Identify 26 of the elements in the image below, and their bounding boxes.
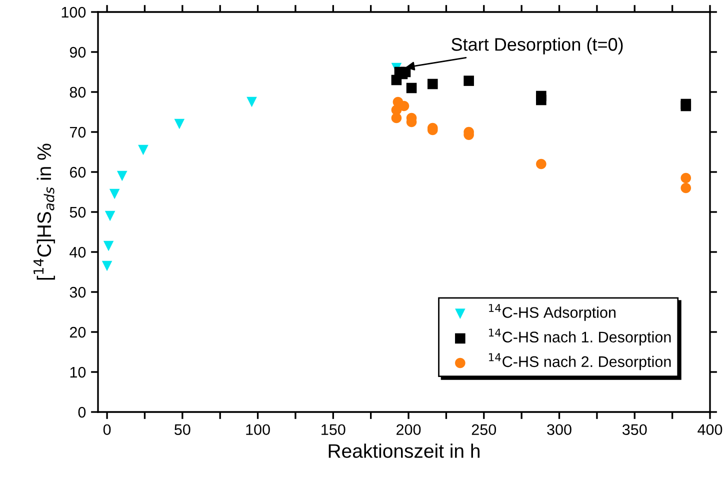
- x-tick-label: 300: [547, 424, 572, 436]
- y-tick-label: 80: [70, 86, 86, 98]
- y-tick-label: 20: [70, 326, 86, 338]
- annotation: Start Desorption (t=0): [452, 38, 623, 54]
- y-tick-label: 30: [70, 286, 86, 298]
- y-tick-label: 50: [70, 206, 86, 218]
- legend-label: $^{14}$C-HS nach 1. Desorption: [488, 328, 671, 346]
- y-tick-label: 60: [70, 166, 86, 178]
- x-tick-label: 200: [396, 424, 421, 436]
- y-tick-label: 40: [70, 246, 86, 258]
- x-tick-label: 250: [472, 424, 496, 436]
- x-tick-label: 100: [246, 424, 270, 436]
- x-tick-label: 150: [322, 424, 346, 436]
- x-tick-label: 400: [698, 424, 722, 436]
- y-tick-label: 70: [70, 126, 86, 138]
- y-tick-label: 0: [78, 406, 86, 418]
- legend-label: $^{14}$C-HS Adsorption: [488, 304, 616, 321]
- x-tick-label: 50: [174, 424, 190, 436]
- x-tick-label: 0: [103, 424, 111, 436]
- y-tick-label: 10: [70, 366, 86, 378]
- legend-label: $^{14}$C-HS nach 2. Desorption: [488, 353, 671, 370]
- y-axis-title: [$^{14}$C]HS$_{ads}$ in %: [34, 144, 55, 280]
- x-axis-title: Reaktionszeit in h: [328, 444, 480, 458]
- y-tick-label: 100: [62, 6, 86, 18]
- y-tick-label: 90: [70, 46, 86, 58]
- x-tick-label: 350: [622, 424, 647, 436]
